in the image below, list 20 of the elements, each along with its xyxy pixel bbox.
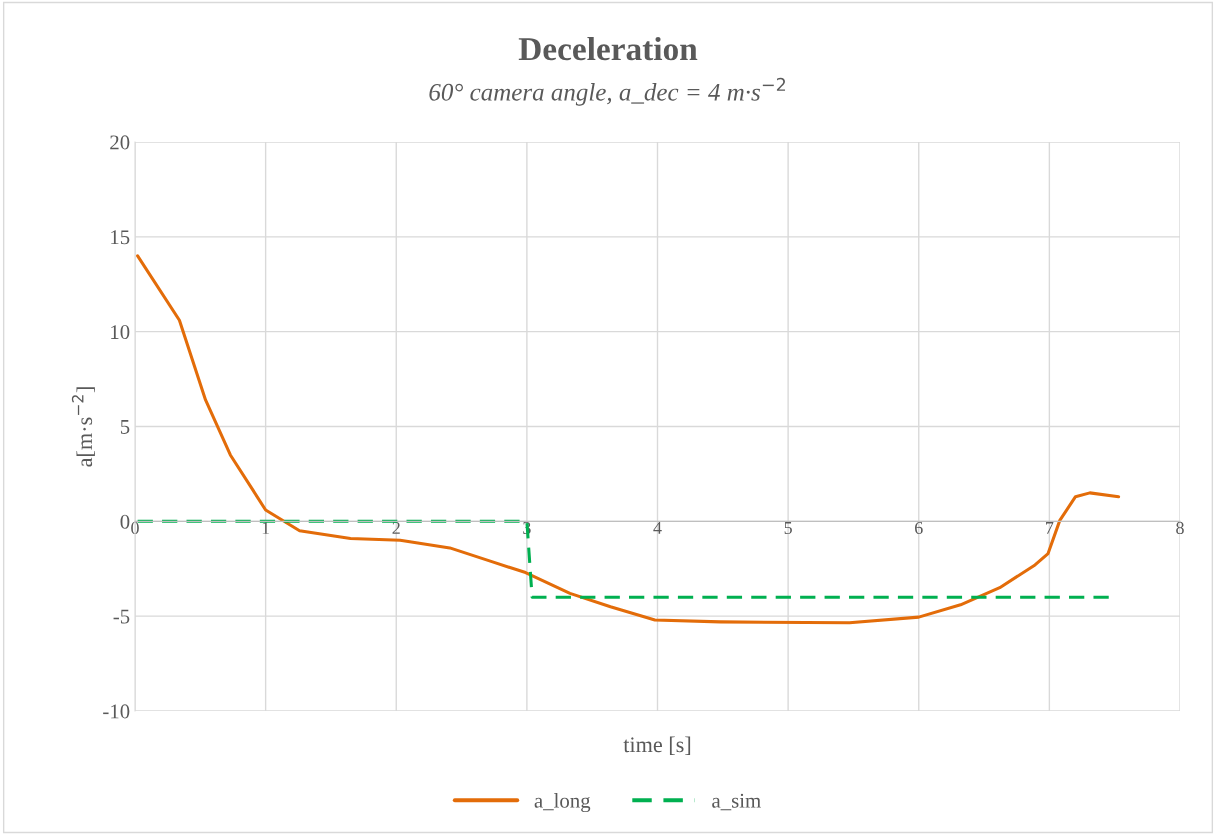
y-tick-label: 5 — [120, 420, 130, 434]
chart-title: Deceleration — [518, 36, 698, 61]
x-tick-label: 7 — [1046, 522, 1054, 534]
y-tick-label: 20 — [110, 135, 130, 150]
x-tick-label: 0 — [131, 521, 139, 535]
x-tick-label: 2 — [392, 521, 400, 534]
legend-label: a_sim — [712, 793, 761, 811]
y-tick-label: 15 — [111, 230, 130, 245]
y-axis-title: a[m·s$^{−2}$] — [71, 387, 95, 467]
x-tick-label: 1 — [262, 521, 270, 534]
y-tick-label: -10 — [103, 704, 130, 719]
y-tick-label: -5 — [113, 609, 130, 624]
x-tick-label: 8 — [1176, 521, 1184, 535]
x-tick-label: 6 — [915, 521, 923, 535]
x-tick-label: 5 — [784, 522, 792, 535]
legend-label: a_long — [534, 793, 591, 813]
chart-subtitle: 60° camera angle, a_dec = 4 m·s$^{−2}$ — [429, 77, 786, 106]
x-axis-title: time [s] — [623, 736, 691, 755]
y-tick-label: 10 — [111, 325, 130, 340]
x-tick-label: 4 — [653, 521, 662, 534]
